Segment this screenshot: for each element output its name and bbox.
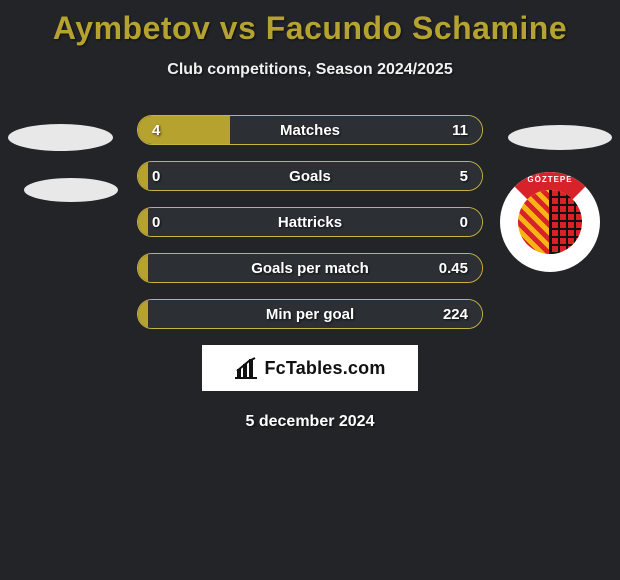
stat-right-value: 5 — [460, 162, 468, 191]
brand-box: FcTables.com — [202, 345, 418, 391]
stat-bar: 4Matches11 — [137, 115, 483, 145]
stat-bar: Min per goal224 — [137, 299, 483, 329]
stat-right-value: 224 — [443, 300, 468, 329]
player-right-photo-placeholder — [508, 125, 612, 150]
stat-bar: Goals per match0.45 — [137, 253, 483, 283]
stat-right-value: 0.45 — [439, 254, 468, 283]
stat-label: Hattricks — [138, 208, 482, 237]
stat-bar: 0Hattricks0 — [137, 207, 483, 237]
brand-text: FcTables.com — [264, 358, 385, 379]
club-badge-text: GÖZTEPE — [500, 175, 600, 184]
player-right-club-badge: GÖZTEPE — [500, 172, 600, 272]
comparison-title: Aymbetov vs Facundo Schamine — [0, 0, 620, 47]
stat-right-value: 11 — [452, 116, 468, 145]
date-text: 5 december 2024 — [0, 413, 620, 431]
stat-row: Min per goal224 — [0, 299, 620, 329]
stat-bar: 0Goals5 — [137, 161, 483, 191]
stat-label: Goals — [138, 162, 482, 191]
bar-chart-icon — [234, 357, 258, 379]
player-left-photo-placeholder — [8, 124, 113, 151]
stat-right-value: 0 — [460, 208, 468, 237]
stat-label: Min per goal — [138, 300, 482, 329]
stat-label: Matches — [138, 116, 482, 145]
stat-label: Goals per match — [138, 254, 482, 283]
comparison-subtitle: Club competitions, Season 2024/2025 — [0, 61, 620, 79]
player-left-club-placeholder — [24, 178, 118, 202]
